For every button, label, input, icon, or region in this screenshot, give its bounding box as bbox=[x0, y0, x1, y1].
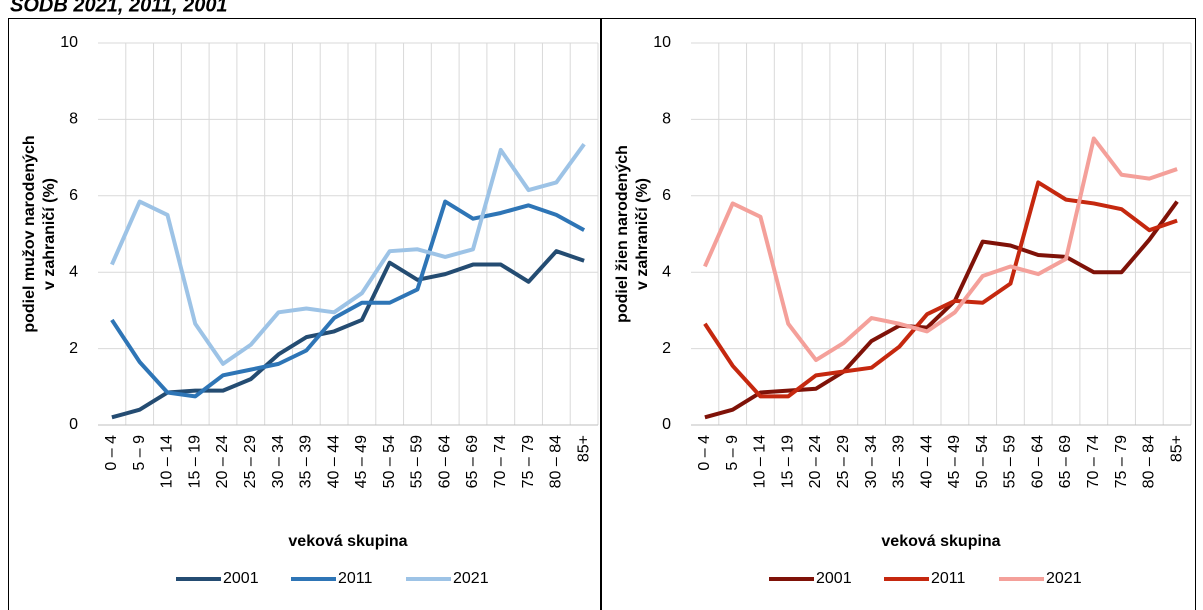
x-tick-label: 60 – 64 bbox=[1029, 435, 1046, 488]
x-tick-label: 35 – 39 bbox=[298, 435, 315, 488]
y-tick-label: 2 bbox=[662, 340, 671, 357]
x-tick-label: 10 – 14 bbox=[752, 435, 769, 488]
y-tick-label: 0 bbox=[69, 416, 78, 433]
series-line bbox=[111, 249, 585, 420]
x-tick-label: 65 – 69 bbox=[1057, 435, 1074, 488]
x-tick-label: 85+ bbox=[1168, 435, 1185, 462]
y-axis-label: podiel mužov narodených bbox=[21, 135, 38, 332]
x-tick-label: 50 – 54 bbox=[974, 435, 991, 488]
x-tick-label: 35 – 39 bbox=[891, 435, 908, 488]
x-tick-label: 70 – 74 bbox=[1085, 435, 1102, 488]
x-tick-label: 45 – 49 bbox=[353, 435, 370, 488]
x-tick-label: 55 – 59 bbox=[409, 435, 426, 488]
y-axis-label: podiel žien narodených bbox=[614, 145, 631, 323]
legend-label: 2001 bbox=[223, 570, 259, 587]
x-tick-label: 20 – 24 bbox=[214, 435, 231, 488]
legend-label: 2011 bbox=[338, 570, 373, 587]
x-tick-label: 0 – 4 bbox=[696, 435, 713, 471]
y-tick-label: 10 bbox=[60, 34, 78, 51]
series-line bbox=[703, 136, 1178, 363]
x-tick-label: 15 – 19 bbox=[186, 435, 203, 488]
x-tick-label: 85+ bbox=[575, 435, 592, 462]
page-title: SODB 2021, 2011, 2001 bbox=[10, 0, 228, 16]
x-tick-label: 75 – 79 bbox=[1113, 435, 1130, 488]
x-tick-label: 10 – 14 bbox=[159, 435, 176, 488]
x-tick-label: 50 – 54 bbox=[381, 435, 398, 488]
y-tick-label: 6 bbox=[662, 187, 671, 204]
x-tick-label: 40 – 44 bbox=[325, 435, 342, 488]
legend-label: 2021 bbox=[453, 570, 489, 587]
panel-border bbox=[8, 18, 601, 610]
x-tick-label: 80 – 84 bbox=[548, 435, 565, 488]
x-tick-label: 15 – 19 bbox=[779, 435, 796, 488]
x-axis-label: veková skupina bbox=[881, 533, 1000, 550]
panel-border bbox=[601, 18, 1196, 610]
x-tick-label: 5 – 9 bbox=[724, 435, 741, 471]
x-tick-label: 45 – 49 bbox=[946, 435, 963, 488]
y-tick-label: 4 bbox=[662, 263, 671, 280]
y-tick-label: 8 bbox=[69, 111, 78, 128]
x-axis-label: veková skupina bbox=[288, 533, 407, 550]
x-tick-label: 65 – 69 bbox=[464, 435, 481, 488]
x-tick-label: 30 – 34 bbox=[270, 435, 287, 488]
x-tick-label: 70 – 74 bbox=[492, 435, 509, 488]
y-axis-label: v zahraničí (%) bbox=[634, 178, 651, 290]
x-tick-label: 55 – 59 bbox=[1002, 435, 1019, 488]
x-tick-label: 20 – 24 bbox=[807, 435, 824, 488]
series-line bbox=[703, 180, 1178, 399]
legend-label: 2011 bbox=[931, 570, 966, 587]
x-tick-label: 40 – 44 bbox=[918, 435, 935, 488]
series-line bbox=[704, 200, 1179, 420]
series-line bbox=[110, 199, 586, 399]
x-tick-label: 30 – 34 bbox=[863, 435, 880, 488]
y-tick-label: 10 bbox=[653, 34, 671, 51]
x-tick-label: 25 – 29 bbox=[242, 435, 259, 488]
legend-label: 2021 bbox=[1046, 570, 1082, 587]
y-axis-label: v zahraničí (%) bbox=[41, 178, 58, 290]
legend-label: 2001 bbox=[816, 570, 852, 587]
y-tick-label: 8 bbox=[662, 111, 671, 128]
x-tick-label: 80 – 84 bbox=[1141, 435, 1158, 488]
x-tick-label: 25 – 29 bbox=[835, 435, 852, 488]
y-tick-label: 0 bbox=[662, 416, 671, 433]
series-line bbox=[110, 143, 586, 366]
y-tick-label: 2 bbox=[69, 340, 78, 357]
x-tick-label: 0 – 4 bbox=[103, 435, 120, 471]
y-tick-label: 6 bbox=[69, 187, 78, 204]
x-tick-label: 75 – 79 bbox=[520, 435, 537, 488]
x-tick-label: 60 – 64 bbox=[436, 435, 453, 488]
x-tick-label: 5 – 9 bbox=[131, 435, 148, 471]
y-tick-label: 4 bbox=[69, 263, 78, 280]
